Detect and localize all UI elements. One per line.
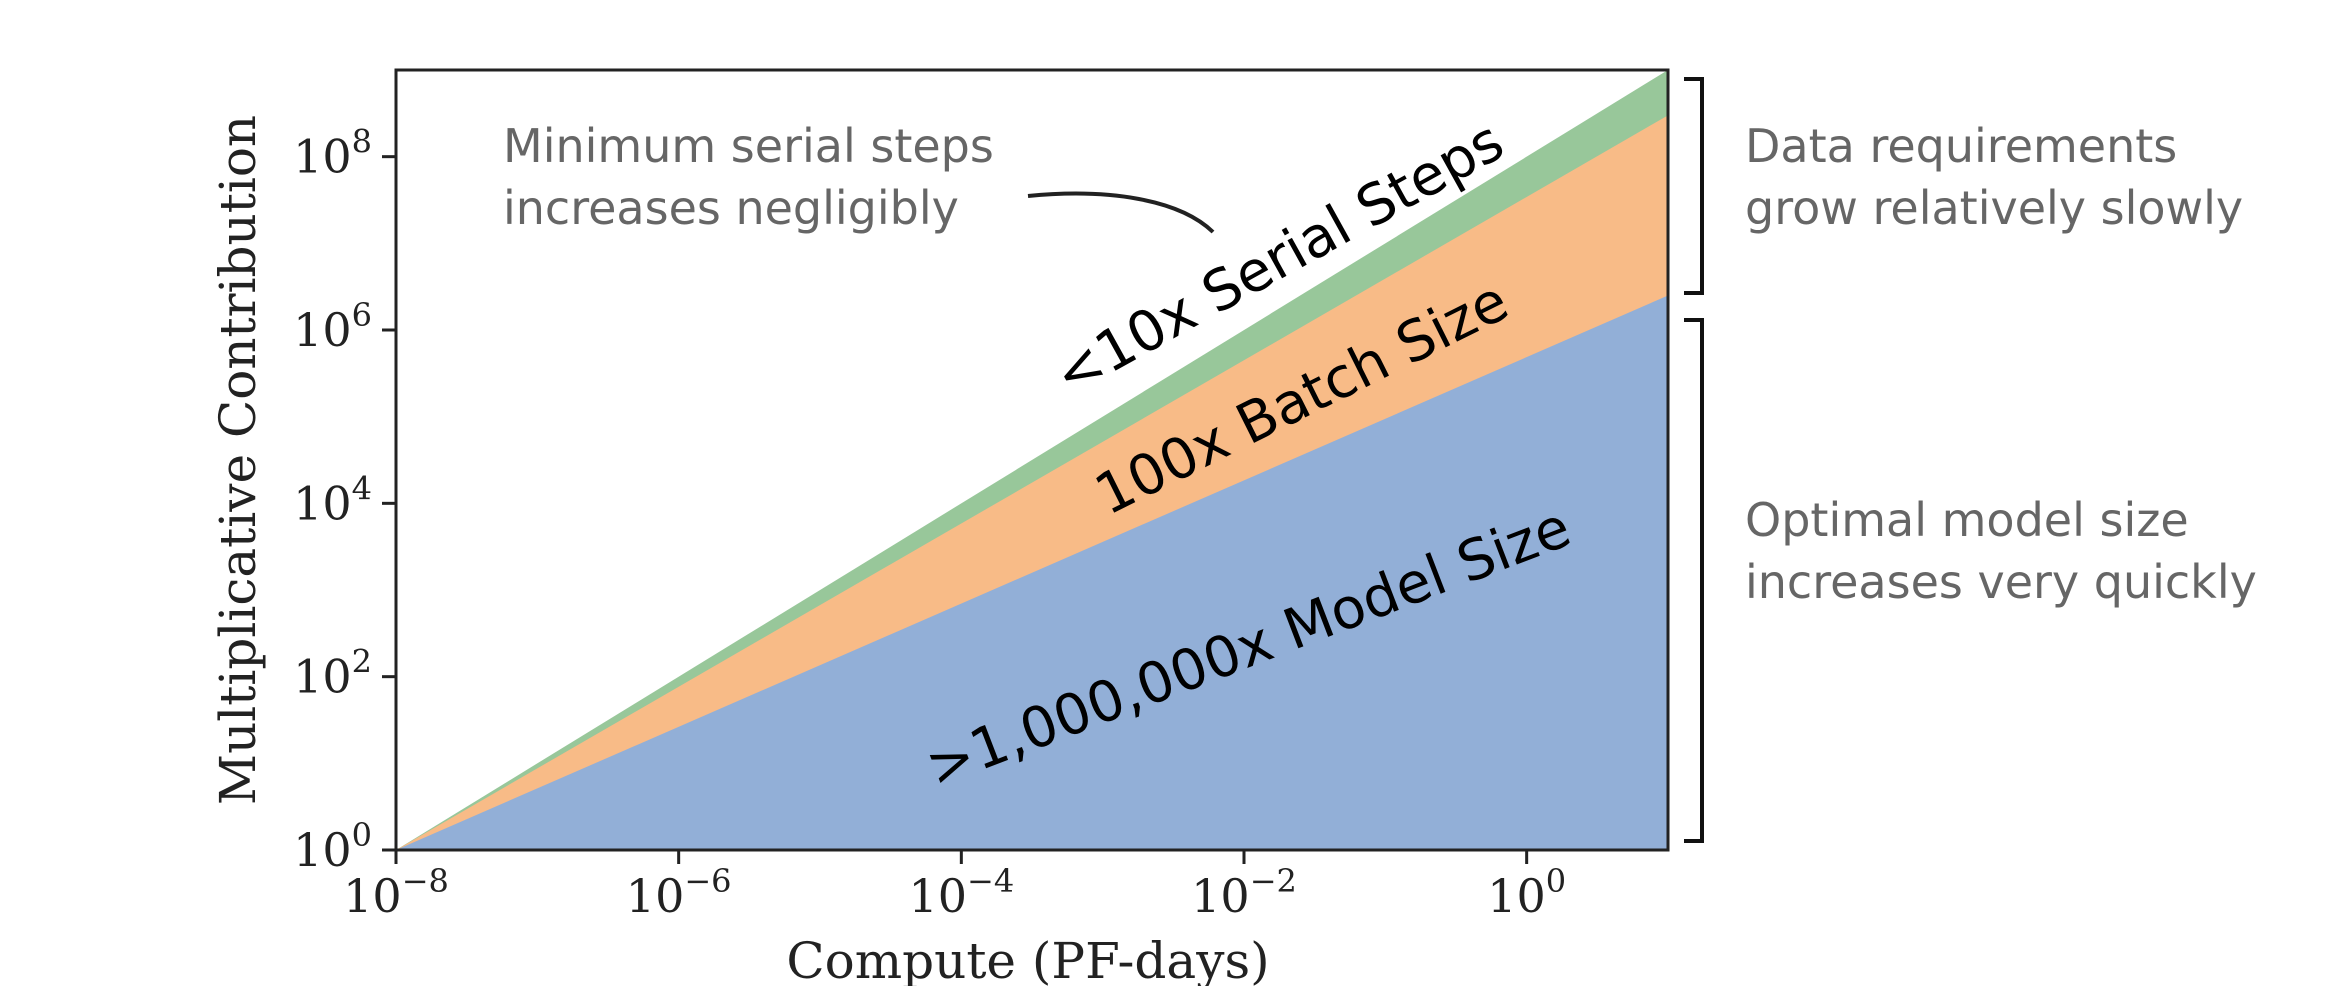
model-note-line-1: Optimal model size	[1745, 493, 2189, 547]
plot-frame	[394, 68, 1670, 852]
model-size-bracket	[1684, 318, 1704, 843]
y-tick-label: 102	[293, 643, 372, 704]
x-axis: 10−8 10−6 10−4 10−2 100	[343, 850, 1566, 923]
serial-steps-annotation: Minimum serial steps increases negligibl…	[503, 119, 1215, 235]
x-tick-label: 100	[1487, 862, 1566, 923]
serial-note-line-1: Minimum serial steps	[503, 119, 994, 173]
data-note-line-2: grow relatively slowly	[1745, 181, 2243, 235]
x-tick-label: 10−8	[343, 862, 449, 923]
x-tick-label: 10−6	[626, 862, 732, 923]
annotation-arrow	[1027, 191, 1215, 234]
y-tick-label: 108	[293, 123, 372, 184]
serial-note-line-2: increases negligibly	[503, 181, 959, 235]
area-layer	[396, 70, 1668, 851]
area-model-size	[396, 295, 1668, 851]
x-axis-title: Compute (PF-days)	[786, 932, 1269, 986]
x-tick-label: 10−4	[908, 862, 1014, 923]
brackets	[1684, 77, 1704, 843]
y-axis-title: Multiplicative Contribution	[209, 115, 267, 805]
y-tick-label: 106	[293, 296, 372, 357]
data-requirements-bracket	[1684, 77, 1704, 295]
model-note-line-2: increases very quickly	[1745, 555, 2257, 609]
y-tick-label: 104	[293, 469, 372, 530]
data-note-line-1: Data requirements	[1745, 119, 2177, 173]
y-axis: 100 102 104 106 108	[293, 123, 396, 877]
side-annotations: Data requirements grow relatively slowly…	[1745, 119, 2257, 609]
y-tick-label: 100	[293, 816, 372, 877]
x-tick-label: 10−2	[1191, 862, 1297, 923]
